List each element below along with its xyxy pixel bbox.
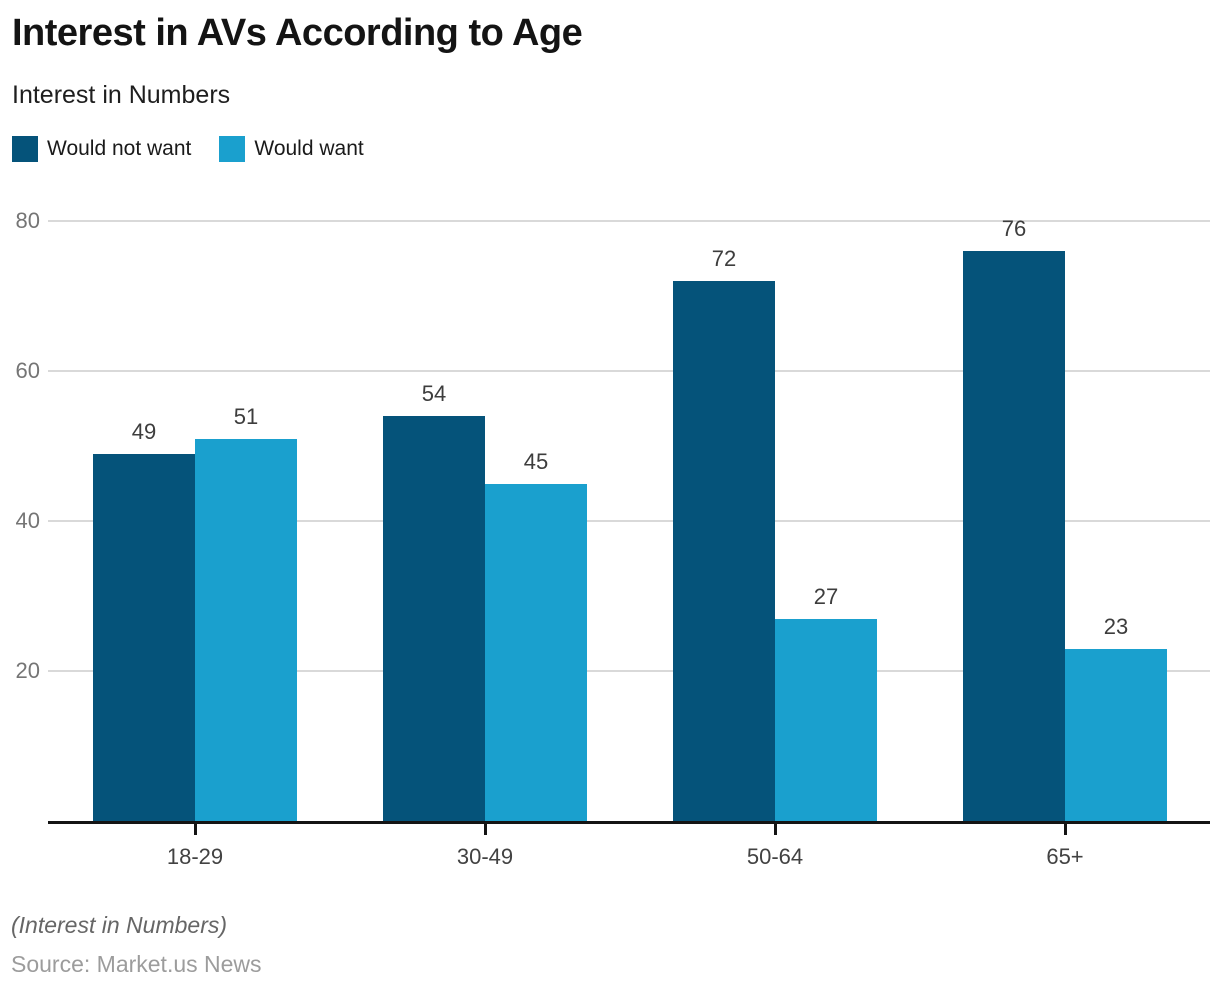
chart-source: Source: Market.us News xyxy=(11,951,262,977)
legend-label-would-want: Would want xyxy=(254,137,364,160)
bar-would-not-want-30-49 xyxy=(383,416,485,821)
gridline-20 xyxy=(48,670,1210,672)
y-tick-label-80: 80 xyxy=(15,208,40,233)
chart-subtitle: Interest in Numbers xyxy=(12,81,231,109)
legend-swatch-would-not-want xyxy=(12,136,38,162)
bar-would-want-18-29 xyxy=(195,438,297,821)
x-tick-50-64 xyxy=(773,824,777,835)
bar-value-label-would-want-50-64: 27 xyxy=(813,583,839,609)
x-axis-line xyxy=(48,821,1210,824)
bar-value-label-would-not-want-50-64: 72 xyxy=(711,246,737,271)
gridline-80 xyxy=(48,220,1210,222)
bar-would-not-want-18-29 xyxy=(93,453,195,821)
legend-item-would-not-want: Would not want xyxy=(12,136,191,162)
bar-value-label-would-not-want-18-29: 49 xyxy=(131,418,157,444)
gridline-60 xyxy=(48,370,1210,372)
bar-chart-plot-area: 20 40 60 80 49 54 72 76 51 45 27 23 18-29 30-49 50-64 6… xyxy=(0,160,1220,880)
x-tick-65- xyxy=(1063,824,1067,835)
chart-title: Interest in AVs According to Age xyxy=(12,12,583,54)
bar-value-label-would-not-want-30-49: 54 xyxy=(421,381,447,406)
bar-value-label-would-want-18-29: 51 xyxy=(233,403,259,429)
y-tick-label-60: 60 xyxy=(15,358,40,383)
y-tick-label-40: 40 xyxy=(15,508,40,533)
legend: Would not want Would want xyxy=(12,136,364,162)
bar-would-not-want-65- xyxy=(963,251,1065,821)
chart-footnote: (Interest in Numbers) xyxy=(11,912,228,938)
x-tick-18-29 xyxy=(193,824,197,835)
legend-label-would-not-want: Would not want xyxy=(47,137,192,160)
legend-item-would-want: Would want xyxy=(219,136,364,162)
bar-value-label-would-want-65-: 23 xyxy=(1103,613,1129,639)
bar-would-want-50-64 xyxy=(775,618,877,821)
bar-value-label-would-not-want-65-: 76 xyxy=(1001,216,1027,241)
x-tick-label-18-29: 18-29 xyxy=(166,844,224,869)
gridline-40 xyxy=(48,520,1210,522)
x-tick-label-50-64: 50-64 xyxy=(746,844,804,869)
x-tick-label-30-49: 30-49 xyxy=(456,844,514,869)
x-tick-label-65-: 65+ xyxy=(1046,844,1084,869)
bar-would-not-want-50-64 xyxy=(673,281,775,821)
bar-would-want-30-49 xyxy=(485,483,587,821)
bar-value-label-would-want-30-49: 45 xyxy=(523,448,549,474)
bar-would-want-65- xyxy=(1065,648,1167,821)
y-tick-label-20: 20 xyxy=(15,658,40,683)
legend-swatch-would-want xyxy=(219,136,246,162)
x-tick-30-49 xyxy=(483,824,487,835)
